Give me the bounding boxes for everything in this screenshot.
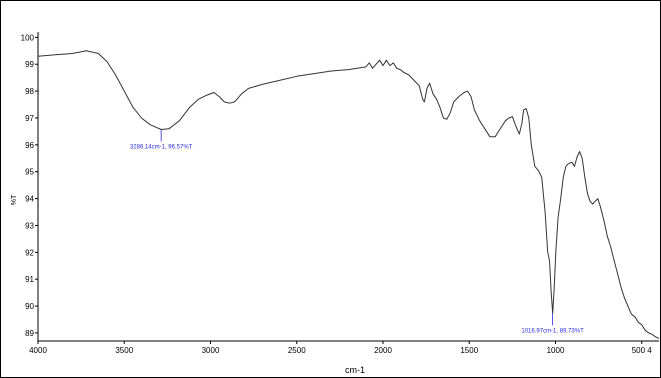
y-tick-label: 96 bbox=[25, 141, 34, 150]
spectrum-line bbox=[38, 51, 659, 339]
y-tick-label: 90 bbox=[25, 302, 34, 311]
y-tick-label: 99 bbox=[25, 60, 34, 69]
x-tick-label: 1500 bbox=[460, 346, 478, 355]
x-axis-title: cm-1 bbox=[345, 365, 365, 375]
x-tick-label: 1000 bbox=[547, 346, 565, 355]
peak-label: 1016.97cm-1, 89.73%T bbox=[521, 328, 584, 334]
y-axis-title: %T bbox=[11, 194, 18, 205]
y-tick-label: 98 bbox=[25, 87, 34, 96]
y-tick-label: 92 bbox=[25, 248, 34, 257]
tick-marks: 4000 3500 3000 2500 2000 1500 1000 500 4 100 99 98… bbox=[21, 33, 653, 355]
y-tick-label: 91 bbox=[25, 275, 34, 284]
axes bbox=[38, 32, 659, 341]
y-tick-label: 89 bbox=[25, 329, 34, 338]
y-tick-label: 94 bbox=[25, 195, 34, 204]
x-tick-label: 3500 bbox=[115, 346, 133, 355]
x-tick-label: 4000 bbox=[29, 346, 47, 355]
x-tick-label: 500 4 bbox=[632, 346, 653, 355]
peak-annotations: 3286.14cm-1, 96.57%T 1016.97cm-1, 89.73%T bbox=[130, 130, 584, 335]
series bbox=[38, 51, 659, 339]
x-tick-label: 2500 bbox=[288, 346, 306, 355]
x-tick-label: 2000 bbox=[374, 346, 392, 355]
y-tick-label: 95 bbox=[25, 168, 34, 177]
peak-label: 3286.14cm-1, 96.57%T bbox=[130, 145, 193, 151]
y-tick-label: 97 bbox=[25, 114, 34, 123]
x-tick-label: 3000 bbox=[202, 346, 220, 355]
y-tick-label: 100 bbox=[21, 33, 35, 42]
y-tick-label: 93 bbox=[25, 221, 34, 230]
